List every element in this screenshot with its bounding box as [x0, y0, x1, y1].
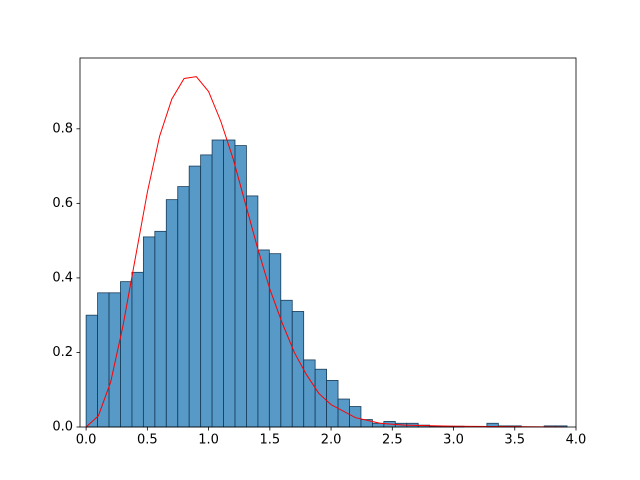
x-tick-label: 0.5: [137, 433, 158, 448]
y-tick-label: 0.2: [52, 345, 73, 360]
y-tick-label: 0.8: [52, 121, 73, 136]
histogram-bar: [211, 139, 224, 428]
histogram-bar: [326, 380, 339, 428]
histogram-bar: [177, 186, 190, 428]
histogram-bar: [154, 230, 167, 428]
histogram-bar: [85, 314, 98, 428]
x-tick-label: 1.0: [198, 433, 219, 448]
histogram-bar: [280, 299, 293, 428]
histogram-bar: [314, 368, 327, 428]
x-tick-label: 3.0: [443, 433, 464, 448]
plot-frame: [79, 57, 577, 428]
histogram-bar: [97, 292, 110, 428]
histogram-bar: [268, 253, 282, 428]
x-tick-label: 0.0: [76, 433, 97, 448]
histogram-bar: [165, 199, 179, 428]
histogram-bar: [291, 311, 305, 428]
histogram-bar: [120, 281, 133, 428]
x-tick-label: 2.5: [382, 433, 403, 448]
x-tick-label: 2.0: [321, 433, 342, 448]
histogram-bar: [142, 236, 156, 428]
histogram-bar: [349, 406, 362, 428]
histogram-bar: [303, 359, 316, 428]
histogram-bar: [188, 165, 202, 428]
y-tick-label: 0.4: [52, 270, 73, 285]
histogram-bar: [200, 154, 213, 428]
x-tick-label: 3.5: [504, 433, 525, 448]
y-tick-label: 0.6: [52, 196, 73, 211]
histogram-bar: [108, 292, 121, 428]
histogram-bar: [131, 271, 144, 428]
histogram-bar: [223, 139, 236, 428]
histogram-bar: [246, 195, 259, 428]
x-tick-label: 4.0: [566, 433, 587, 448]
x-tick-label: 1.5: [259, 433, 280, 448]
histogram-bar: [257, 249, 270, 428]
density-line: [85, 76, 564, 428]
y-tick-label: 0.0: [52, 420, 73, 435]
